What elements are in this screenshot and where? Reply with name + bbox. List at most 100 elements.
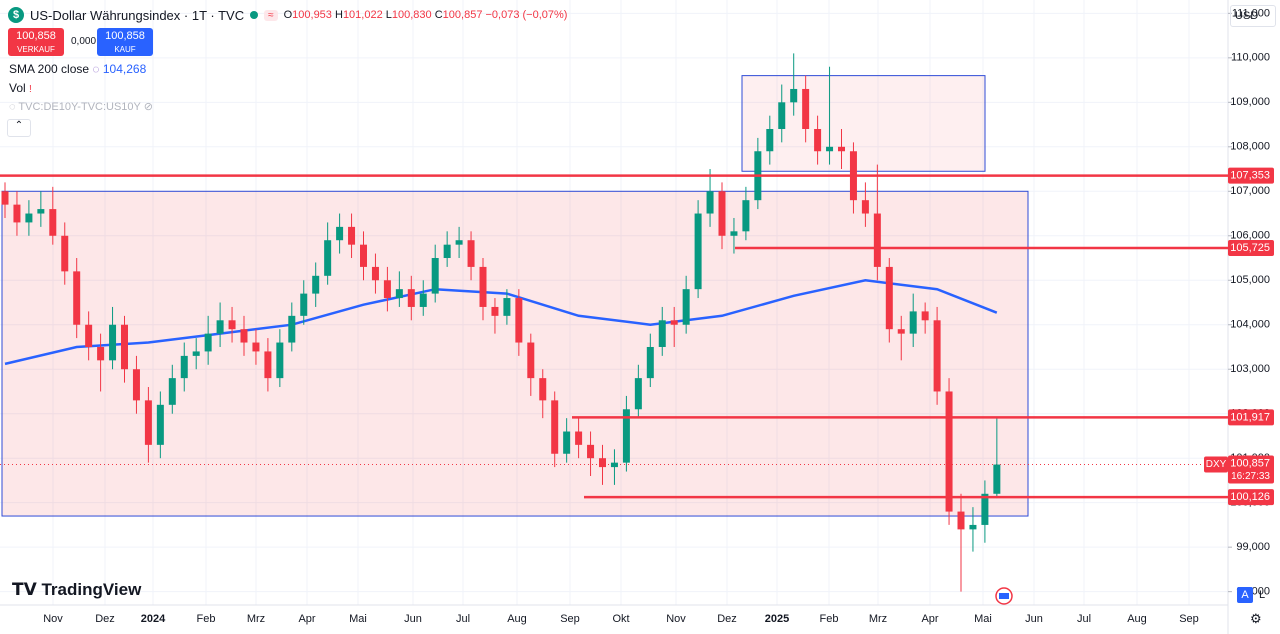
candle <box>109 306 117 370</box>
logo-text: TradingView <box>41 580 142 599</box>
candle <box>790 53 798 116</box>
candle-body <box>742 200 750 232</box>
candle <box>324 222 332 285</box>
candle-body <box>288 315 296 343</box>
candle-body <box>670 320 678 325</box>
candle-body <box>467 240 475 267</box>
candle-body <box>909 311 917 334</box>
currency-button[interactable]: USD <box>1230 5 1276 27</box>
candle <box>443 231 451 267</box>
indicator[interactable]: Vol ! <box>9 81 32 95</box>
candle <box>766 115 774 165</box>
candle-body <box>192 351 200 356</box>
candle <box>276 329 284 388</box>
candle-body <box>527 342 535 379</box>
candle-body <box>336 226 344 241</box>
x-tick-label: Dez <box>717 613 737 625</box>
label: L <box>385 9 392 21</box>
candle <box>897 315 905 361</box>
candle <box>599 444 606 485</box>
candle-body <box>551 400 559 454</box>
symbol-title[interactable]: US-Dollar Währungsindex · 1T · TVC <box>30 7 245 23</box>
candle-body <box>503 298 511 316</box>
candle-body <box>348 226 356 245</box>
candle-body <box>766 129 774 152</box>
last-price-label: 100,857 <box>1230 457 1270 469</box>
x-tick-label: Dez <box>95 613 115 625</box>
name: TVC:DE10Y-TVC:US10Y <box>18 101 141 113</box>
candle <box>814 115 822 165</box>
indicator[interactable]: SMA 200 close ◌ 104,268 <box>9 62 146 76</box>
auto-scale-button[interactable]: A <box>1237 587 1253 603</box>
candle <box>49 186 57 245</box>
candle-body <box>658 320 666 347</box>
icon: ◌ <box>9 101 16 113</box>
candle-body <box>121 324 128 370</box>
collapse-button[interactable]: ⌃ <box>7 119 31 137</box>
candle-body <box>706 191 714 214</box>
candle-body <box>276 342 284 379</box>
candle-body <box>885 266 893 330</box>
x-tick-label: Sep <box>560 613 580 625</box>
y-tick-label: 109,000 <box>1230 96 1270 108</box>
candle-body <box>431 258 439 294</box>
candle-body <box>587 444 595 459</box>
candle-body <box>264 351 272 379</box>
header: $ US-Dollar Währungsindex · 1T · TVC ≈ O… <box>8 7 567 23</box>
candle <box>742 186 750 241</box>
sell-button[interactable]: 100,858 VERKAUF <box>8 28 64 56</box>
x-tick-label: Jul <box>456 613 470 625</box>
settings-button[interactable]: ⚙ <box>1250 611 1262 626</box>
icon: ! <box>29 84 32 95</box>
candle <box>575 418 583 459</box>
indicator[interactable]: ◌ TVC:DE10Y-TVC:US10Y ⊘ <box>9 100 153 113</box>
candle <box>706 169 714 227</box>
candle <box>969 507 977 552</box>
candle-body <box>646 346 654 379</box>
candle <box>168 364 176 414</box>
candle <box>981 480 989 543</box>
candle <box>885 258 893 343</box>
candle <box>658 306 666 356</box>
value: 100,953 <box>292 9 332 21</box>
x-tick-label: Okt <box>612 613 629 625</box>
candle-body <box>371 266 379 281</box>
candle-body <box>873 213 881 267</box>
candle <box>180 342 188 392</box>
candle-body <box>610 462 618 468</box>
price: 100,858 <box>105 30 145 42</box>
symbol-icon: $ <box>8 7 24 23</box>
log-scale-button[interactable]: L <box>1259 589 1266 601</box>
candle-body <box>312 275 320 294</box>
x-tick-label: 2025 <box>765 613 789 625</box>
x-tick-label: Feb <box>197 613 216 625</box>
x-tick-label: Mrz <box>247 613 265 625</box>
candle <box>491 298 499 334</box>
candle <box>503 289 511 325</box>
y-tick-label: 105,000 <box>1230 274 1270 286</box>
x-tick-label: 2024 <box>141 613 166 625</box>
buy-button[interactable]: 100,858 KAUF <box>97 28 153 56</box>
x-tick-label: Aug <box>1127 613 1147 625</box>
candle-body <box>718 191 726 236</box>
candle-body <box>85 324 93 347</box>
candle-body <box>204 333 212 352</box>
candle <box>431 244 439 303</box>
event-flag-stripe <box>999 593 1009 599</box>
candle-body <box>969 524 977 530</box>
candle-body <box>634 378 642 410</box>
candle <box>371 253 379 294</box>
candle-body <box>491 306 499 316</box>
candle-body <box>730 231 738 236</box>
label: O <box>283 9 293 21</box>
candle <box>826 66 834 165</box>
candle-body <box>240 329 248 343</box>
candle-body <box>539 378 547 401</box>
candle-body <box>25 213 33 223</box>
candle-body <box>861 200 869 214</box>
candle-body <box>37 209 45 214</box>
change: −0,073 (−0,07%) <box>485 9 568 21</box>
icon: ◌ <box>92 62 100 76</box>
ohlc: O100,953 H101,022 L100,830 C100,857 −0,0… <box>284 9 568 21</box>
candle-body <box>838 146 845 152</box>
